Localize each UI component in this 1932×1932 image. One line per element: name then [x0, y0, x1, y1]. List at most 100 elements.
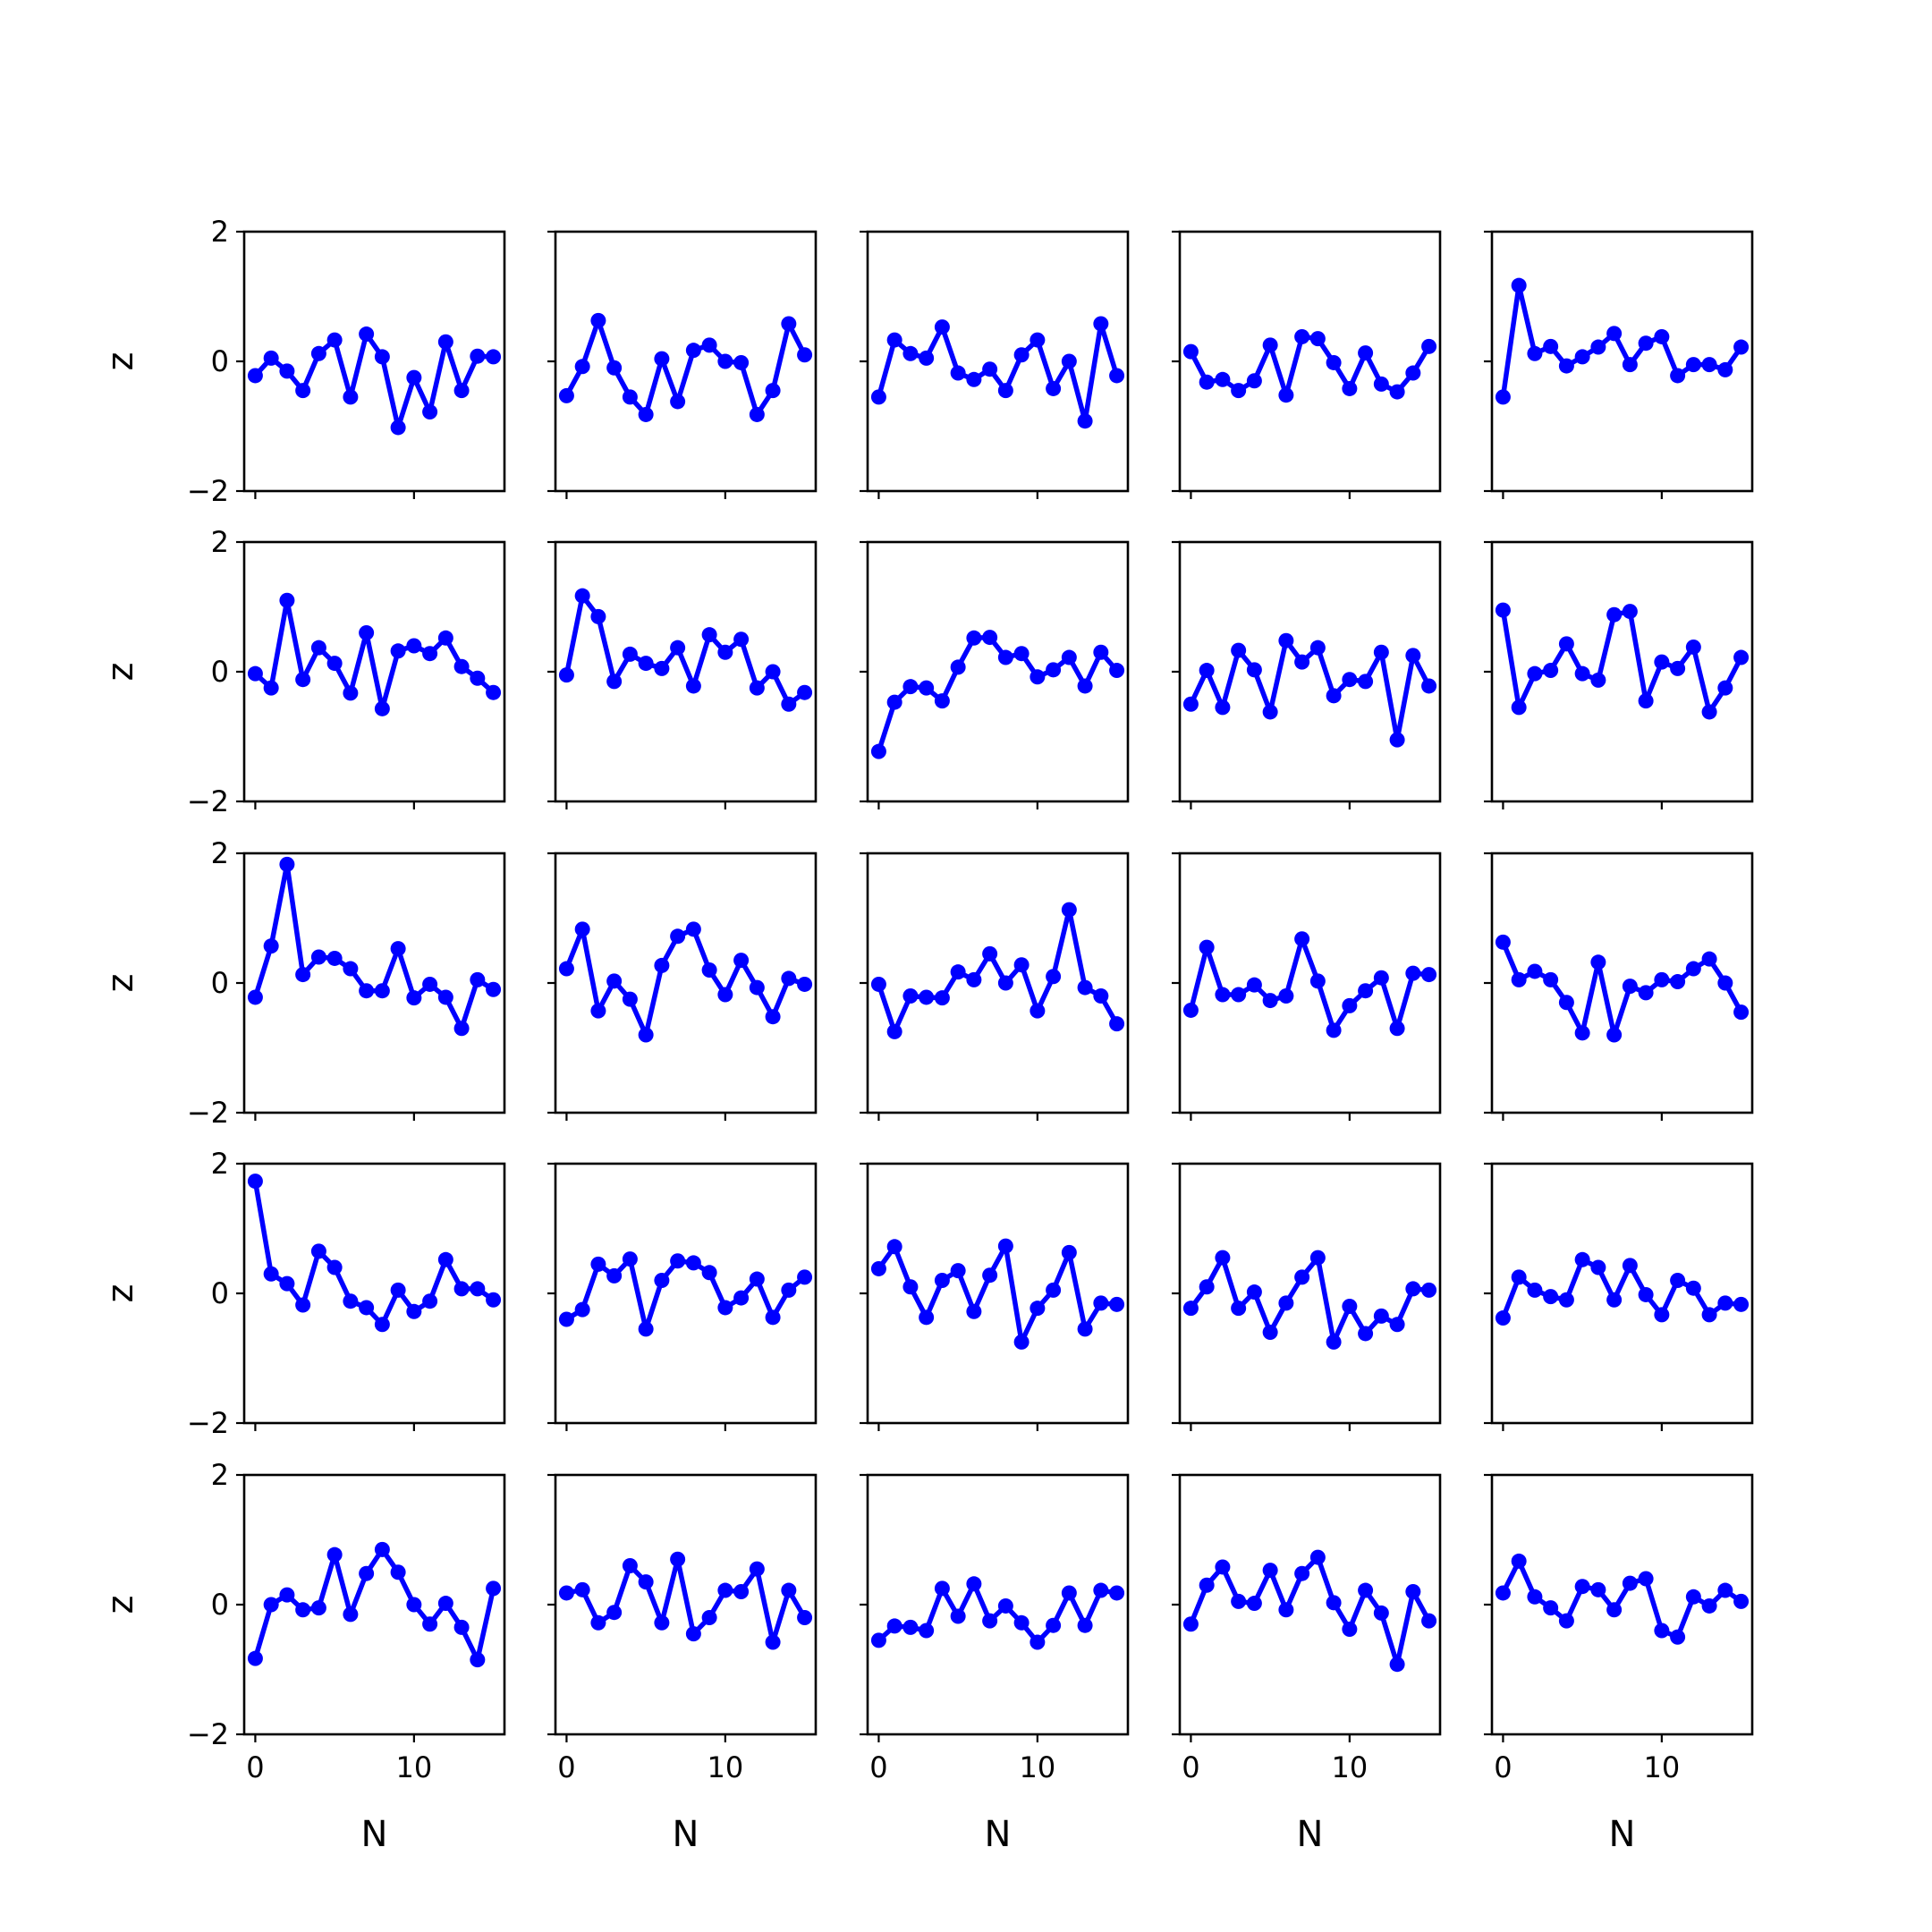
data-point — [1182, 1616, 1199, 1632]
data-point — [982, 630, 998, 646]
data-point — [590, 312, 606, 328]
data-point — [1046, 380, 1062, 396]
data-point — [326, 950, 343, 966]
data-point — [1215, 1250, 1231, 1266]
data-point — [654, 351, 670, 367]
data-point — [1030, 669, 1046, 685]
data-point — [422, 404, 438, 420]
data-point — [1109, 1585, 1125, 1601]
data-point — [1558, 636, 1574, 652]
data-point — [422, 976, 438, 992]
subplot-r4-c1: −2 0 2 z — [100, 1147, 506, 1440]
data-point — [1278, 1602, 1294, 1618]
data-point — [1622, 979, 1638, 995]
data-point — [247, 1650, 263, 1666]
x-axis-title: N — [985, 1814, 1012, 1855]
data-point — [1294, 1565, 1310, 1581]
data-point — [1558, 358, 1574, 374]
data-point — [1638, 1571, 1654, 1587]
data-point — [453, 1021, 470, 1037]
data-point — [1030, 1301, 1046, 1317]
data-point — [717, 1300, 733, 1316]
data-point — [279, 1587, 295, 1603]
data-point — [1606, 606, 1623, 623]
data-point — [622, 646, 638, 662]
data-point — [310, 345, 326, 361]
data-point — [781, 1582, 797, 1598]
subplot-r2-c2 — [547, 540, 818, 809]
data-point — [1654, 1307, 1670, 1323]
data-point — [1309, 1250, 1326, 1266]
data-point — [1358, 1582, 1374, 1598]
x-axis-title: N — [1297, 1814, 1324, 1855]
y-tick-label: 0 — [211, 344, 229, 378]
subplot-r3-c1: −2 0 2 z — [100, 836, 506, 1130]
series-line — [876, 1243, 1120, 1345]
data-point — [390, 419, 406, 436]
y-axis-title: z — [100, 974, 141, 993]
data-point — [1670, 1629, 1686, 1645]
data-point — [310, 640, 326, 656]
data-point — [685, 1255, 701, 1271]
data-point — [310, 949, 326, 965]
data-point — [797, 684, 813, 700]
data-point — [1527, 1589, 1543, 1605]
data-point — [1606, 1027, 1623, 1043]
data-point — [1262, 1563, 1278, 1579]
data-point — [870, 389, 886, 405]
data-point — [701, 1610, 717, 1625]
data-point — [1733, 1296, 1750, 1312]
x-tick-label: 0 — [1494, 1750, 1512, 1784]
data-point — [486, 1580, 502, 1597]
data-point — [1373, 1605, 1389, 1621]
data-point — [1558, 1292, 1574, 1308]
axes-frame — [1490, 230, 1754, 493]
series-line — [564, 1556, 808, 1645]
data-point — [1389, 732, 1405, 748]
subplot-r4-c2 — [547, 1162, 818, 1431]
data-point — [1358, 983, 1374, 999]
data-point — [343, 961, 359, 977]
data-point — [950, 1263, 966, 1279]
y-tick-label: −2 — [187, 1717, 229, 1751]
data-point — [326, 332, 343, 348]
axes-frame — [866, 230, 1130, 493]
y-tick-label: 0 — [211, 1276, 229, 1310]
data-point — [966, 630, 982, 646]
data-point — [390, 643, 406, 659]
data-point — [590, 1614, 606, 1631]
data-point — [1638, 335, 1654, 352]
data-point — [638, 1027, 654, 1043]
data-point — [310, 1600, 326, 1616]
data-point — [374, 983, 390, 999]
axes-frame — [1490, 852, 1754, 1114]
data-point — [1405, 965, 1421, 981]
data-point — [997, 1238, 1013, 1254]
data-point — [622, 991, 638, 1007]
data-point — [1358, 674, 1374, 690]
data-point — [1077, 413, 1093, 429]
data-point — [1527, 345, 1543, 361]
data-point — [422, 1616, 438, 1632]
data-point — [422, 646, 438, 662]
data-point — [422, 1293, 438, 1309]
data-point — [263, 1266, 279, 1282]
data-point — [1638, 1286, 1654, 1302]
axes-frame — [1490, 1162, 1754, 1425]
x-tick-label: 0 — [246, 1750, 264, 1784]
data-point — [1373, 1308, 1389, 1324]
data-point — [263, 350, 279, 366]
subplot-r2-c1: −2 0 2 z — [100, 525, 506, 818]
data-point — [654, 1614, 670, 1631]
subplot-r2-c5 — [1484, 540, 1754, 809]
data-point — [1294, 328, 1310, 344]
data-point — [1543, 1289, 1559, 1305]
series-line — [1500, 1257, 1744, 1321]
data-point — [1358, 345, 1374, 361]
data-point — [1654, 654, 1670, 670]
subplot-r3-c5 — [1484, 852, 1754, 1121]
data-point — [765, 1009, 781, 1025]
data-point — [295, 967, 311, 983]
data-point — [622, 1251, 638, 1267]
y-axis-title: z — [100, 1284, 141, 1303]
